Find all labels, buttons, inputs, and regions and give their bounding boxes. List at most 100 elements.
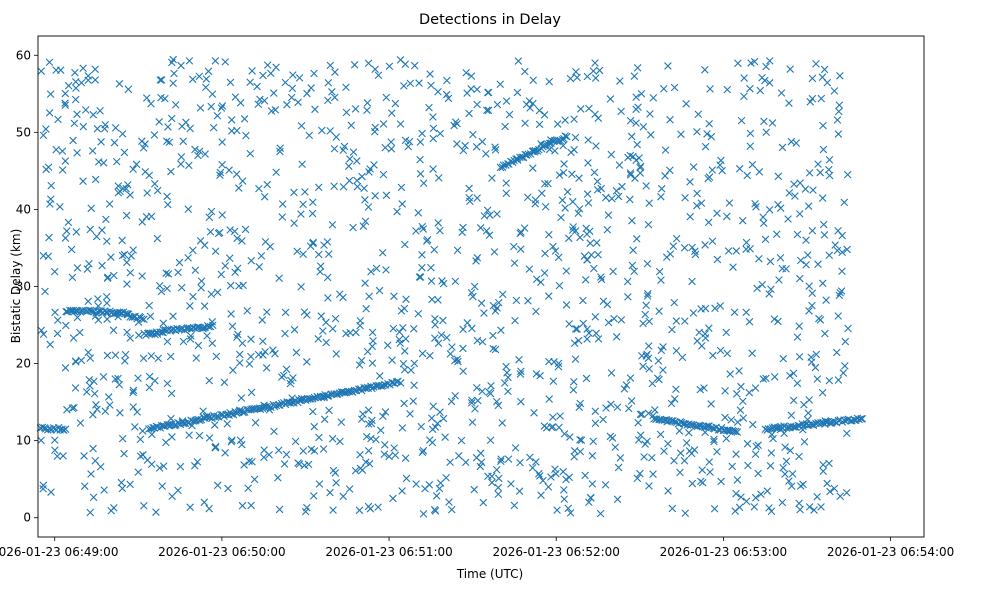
detection-marker bbox=[774, 172, 783, 181]
detection-marker bbox=[478, 387, 486, 396]
chart-title: Detections in Delay bbox=[419, 12, 561, 28]
detection-marker bbox=[347, 121, 356, 130]
detection-marker bbox=[410, 61, 419, 70]
detection-marker bbox=[666, 115, 674, 124]
detection-marker bbox=[669, 242, 678, 250]
detection-marker bbox=[111, 309, 119, 318]
detection-marker bbox=[73, 313, 82, 322]
detection-marker bbox=[93, 405, 101, 414]
detection-marker bbox=[518, 153, 526, 162]
detection-marker bbox=[300, 461, 309, 470]
detection-marker bbox=[857, 415, 865, 423]
detection-marker bbox=[177, 283, 186, 292]
detection-marker bbox=[532, 275, 541, 284]
detection-marker bbox=[503, 368, 511, 377]
detection-marker bbox=[421, 484, 429, 493]
detection-marker bbox=[784, 215, 792, 223]
detection-marker bbox=[646, 131, 655, 139]
detection-marker bbox=[262, 364, 271, 372]
detection-marker bbox=[106, 401, 114, 409]
detection-marker bbox=[233, 234, 241, 243]
detection-marker bbox=[238, 237, 246, 245]
detection-marker bbox=[61, 99, 69, 107]
detection-marker bbox=[591, 419, 600, 428]
detection-marker bbox=[309, 407, 317, 416]
detection-marker bbox=[485, 388, 494, 397]
detection-marker bbox=[331, 469, 340, 477]
detection-marker bbox=[514, 57, 523, 65]
detection-marker bbox=[676, 468, 684, 477]
detection-marker bbox=[618, 182, 626, 191]
detection-marker bbox=[476, 462, 485, 471]
detection-marker bbox=[478, 137, 487, 146]
detection-marker bbox=[494, 401, 503, 410]
detection-marker bbox=[589, 67, 598, 75]
detection-marker bbox=[317, 312, 325, 320]
detection-marker bbox=[799, 480, 807, 489]
detection-marker bbox=[585, 227, 594, 236]
detection-marker bbox=[388, 356, 396, 364]
detection-marker bbox=[217, 270, 226, 279]
detection-marker bbox=[786, 65, 794, 73]
detection-marker bbox=[608, 194, 616, 203]
detection-marker bbox=[705, 119, 713, 128]
detection-marker bbox=[492, 465, 501, 474]
detection-marker bbox=[532, 458, 540, 466]
detection-marker bbox=[645, 199, 654, 207]
detection-marker bbox=[344, 162, 353, 170]
detection-marker bbox=[91, 457, 100, 465]
detection-marker bbox=[227, 116, 236, 124]
detection-marker bbox=[765, 57, 774, 65]
detection-marker bbox=[502, 189, 511, 198]
detection-marker bbox=[713, 255, 722, 264]
detection-marker bbox=[836, 492, 845, 501]
detection-marker bbox=[441, 433, 449, 441]
detection-marker bbox=[112, 157, 121, 166]
detection-marker bbox=[288, 84, 297, 93]
detection-marker bbox=[186, 335, 195, 343]
detection-marker bbox=[422, 237, 431, 245]
detection-marker bbox=[535, 106, 544, 115]
detection-marker bbox=[750, 503, 759, 511]
y-tick-label: 10 bbox=[16, 434, 31, 448]
detection-marker bbox=[349, 223, 357, 232]
detection-marker bbox=[821, 329, 829, 338]
detection-marker bbox=[69, 136, 77, 145]
detection-marker bbox=[211, 442, 220, 451]
detection-marker bbox=[446, 458, 454, 467]
detection-marker bbox=[39, 481, 48, 490]
detection-marker bbox=[45, 58, 54, 67]
detection-marker bbox=[244, 484, 253, 493]
detection-marker bbox=[788, 470, 797, 478]
detection-marker bbox=[644, 354, 653, 363]
detection-marker bbox=[762, 62, 770, 71]
detection-marker bbox=[727, 416, 736, 424]
detection-marker bbox=[357, 356, 366, 365]
detection-marker bbox=[488, 174, 496, 182]
detection-marker bbox=[226, 226, 234, 234]
detection-marker bbox=[124, 85, 133, 94]
detection-marker bbox=[808, 301, 816, 310]
detection-marker bbox=[782, 265, 790, 273]
detection-marker bbox=[261, 238, 270, 246]
detection-marker bbox=[645, 317, 654, 326]
detection-marker bbox=[540, 422, 549, 430]
detection-marker bbox=[210, 421, 219, 429]
detection-marker bbox=[583, 325, 591, 333]
detection-marker bbox=[248, 405, 256, 413]
detection-marker bbox=[789, 396, 798, 405]
detection-marker bbox=[136, 452, 145, 460]
detection-marker bbox=[782, 424, 791, 432]
detection-marker bbox=[139, 144, 148, 152]
detection-marker bbox=[339, 182, 348, 191]
detection-marker bbox=[687, 420, 696, 429]
detection-marker bbox=[324, 96, 332, 105]
detection-marker bbox=[624, 293, 632, 301]
detection-marker bbox=[61, 157, 70, 165]
detection-marker bbox=[111, 351, 120, 359]
detection-marker bbox=[735, 367, 743, 375]
detection-marker bbox=[398, 424, 407, 432]
detection-marker bbox=[789, 369, 798, 378]
detection-marker bbox=[52, 145, 60, 154]
detection-marker bbox=[742, 238, 751, 247]
